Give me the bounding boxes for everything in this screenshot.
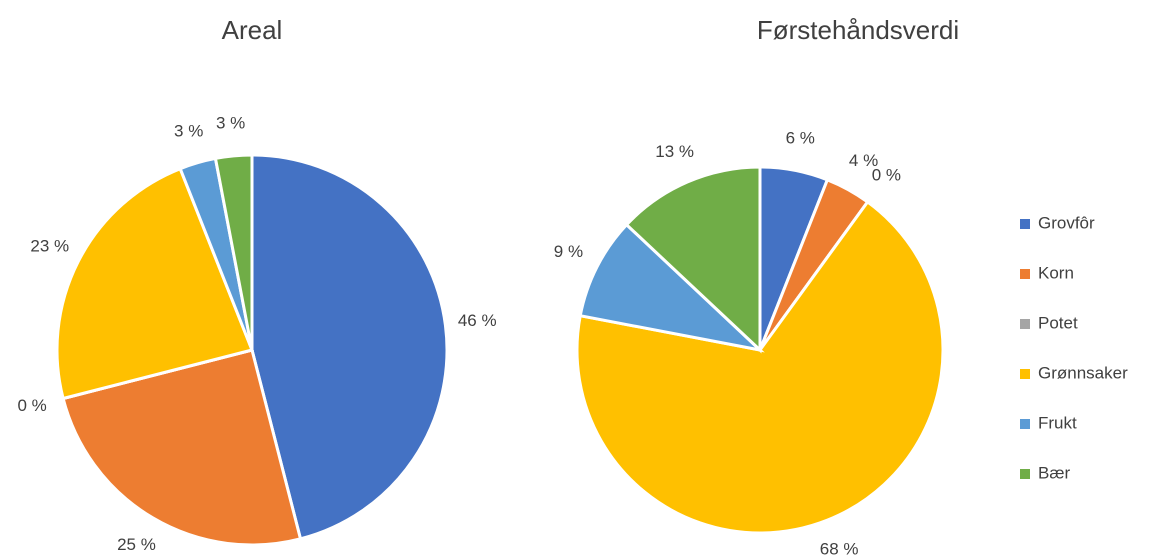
pie-slice [55,166,255,401]
legend-label: Grønnsaker [1038,363,1128,382]
chart-title: Areal [222,15,283,45]
legend-label: Frukt [1038,413,1077,432]
pie-slice [578,222,765,353]
data-label: 6 % [786,128,815,147]
legend-label: Grovfôr [1038,213,1095,232]
data-label: 9 % [554,242,583,261]
pie-slice [624,165,762,354]
legend-swatch [1020,419,1030,429]
data-label: 0 % [17,396,46,415]
chart-title: Førstehåndsverdi [757,15,959,45]
legend-swatch [1020,369,1030,379]
pie-slice [213,153,254,351]
legend-swatch [1020,319,1030,329]
pie-slice [61,348,303,547]
legend-swatch [1020,269,1030,279]
data-label: 4 % [849,151,878,170]
data-label: 25 % [117,535,156,554]
data-label: 0 % [872,166,901,185]
data-label: 13 % [655,142,694,161]
data-label: 68 % [820,539,859,557]
legend-label: Potet [1038,313,1078,332]
data-label: 3 % [174,121,203,140]
data-label: 23 % [30,236,69,255]
pie-slice [575,199,945,535]
legend-swatch [1020,219,1030,229]
legend-swatch [1020,469,1030,479]
legend-label: Bær [1038,463,1070,482]
data-label: 3 % [216,113,245,132]
legend-label: Korn [1038,263,1074,282]
data-label: 46 % [458,311,497,330]
pie-slice [250,153,449,541]
